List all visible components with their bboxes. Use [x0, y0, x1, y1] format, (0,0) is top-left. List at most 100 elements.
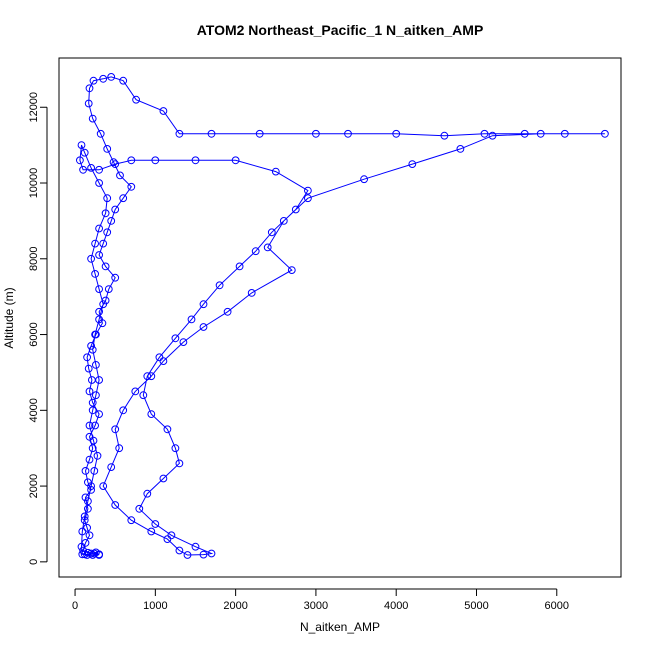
data-point: [103, 194, 112, 203]
data-point: [87, 486, 95, 494]
data-point: [111, 205, 120, 214]
data-point: [127, 182, 136, 191]
data-point: [159, 107, 168, 115]
data-point: [76, 156, 84, 165]
data-point: [183, 551, 192, 559]
data-point: [91, 270, 99, 278]
data-point: [95, 551, 103, 559]
data-point: [147, 372, 156, 381]
data-point: [95, 179, 103, 187]
data-point: [96, 129, 105, 138]
data-point: [255, 129, 264, 138]
data-point: [135, 504, 144, 513]
y-tick-label: 8000: [28, 247, 40, 271]
data-point: [91, 330, 99, 339]
x-tick-label: 4000: [384, 600, 408, 612]
plot-frame: [58, 57, 622, 578]
x-tick-label: 5000: [464, 600, 488, 612]
chart-title: ATOM2 Northeast_Pacific_1 N_aitken_AMP: [197, 22, 484, 38]
data-point: [84, 364, 93, 373]
data-point: [95, 315, 103, 324]
data-point: [536, 129, 545, 138]
data-point: [115, 444, 124, 453]
series-layer: [76, 73, 609, 559]
data-point: [84, 504, 92, 513]
data-point: [84, 497, 92, 506]
data-point: [199, 323, 208, 331]
data-point: [80, 516, 89, 525]
y-tick-label: 0: [28, 559, 40, 565]
data-point: [88, 345, 97, 354]
data-point: [191, 542, 200, 551]
data-point: [127, 156, 136, 165]
data-point: [80, 512, 89, 521]
data-point: [83, 551, 91, 559]
data-point: [88, 444, 97, 453]
data-point: [560, 129, 569, 138]
data-point: [291, 205, 300, 214]
data-point: [103, 228, 112, 237]
data-point: [87, 342, 95, 350]
data-point: [159, 474, 168, 483]
data-point: [90, 467, 99, 475]
data-point: [87, 164, 95, 172]
data-point: [95, 307, 103, 316]
data-point: [87, 549, 95, 558]
data-point: [78, 550, 87, 559]
data-point: [85, 84, 94, 93]
data-point: [111, 501, 120, 509]
data-point: [520, 129, 529, 138]
y-tick-label: 6000: [28, 322, 40, 346]
data-point: [77, 141, 86, 150]
data-point: [88, 114, 97, 123]
data-point: [119, 406, 128, 415]
x-axis-label: N_aitken_AMP: [300, 620, 380, 634]
data-point: [92, 391, 100, 400]
data-point: [95, 165, 103, 174]
data-point: [175, 459, 184, 468]
data-point: [77, 542, 86, 551]
data-point: [131, 387, 140, 396]
data-point: [101, 262, 110, 271]
data-point: [147, 527, 156, 536]
data-point: [601, 129, 609, 138]
data-point: [88, 406, 97, 415]
data-point: [91, 421, 99, 430]
y-tick-label: 2000: [28, 474, 40, 498]
data-point: [456, 145, 465, 153]
data-point: [99, 239, 108, 248]
data-point: [119, 194, 128, 203]
data-point: [127, 516, 136, 525]
data-point: [488, 131, 497, 140]
data-point: [304, 194, 312, 203]
data-point: [111, 273, 120, 282]
data-point: [179, 338, 188, 347]
data-point: [99, 482, 108, 491]
data-point: [85, 387, 94, 396]
data-point: [87, 482, 95, 491]
data-point: [104, 285, 113, 294]
data-point: [251, 247, 260, 256]
data-point: [103, 145, 112, 153]
series-line: [79, 76, 605, 556]
data-point: [139, 391, 148, 400]
data-point: [111, 425, 120, 434]
data-point: [85, 421, 94, 430]
data-point: [107, 463, 116, 472]
data-point: [163, 425, 172, 434]
data-point: [191, 156, 200, 165]
data-point: [132, 95, 141, 104]
data-point: [271, 167, 280, 176]
data-point: [95, 251, 103, 259]
data-point: [231, 156, 240, 165]
data-point: [215, 281, 224, 290]
data-point: [91, 239, 99, 248]
data-point: [88, 398, 97, 407]
data-point: [392, 129, 401, 138]
data-point: [312, 129, 320, 138]
data-point: [99, 300, 108, 309]
data-point: [107, 73, 116, 81]
y-tick-label: 10000: [28, 168, 40, 199]
data-point: [147, 410, 156, 419]
data-point: [167, 531, 176, 540]
